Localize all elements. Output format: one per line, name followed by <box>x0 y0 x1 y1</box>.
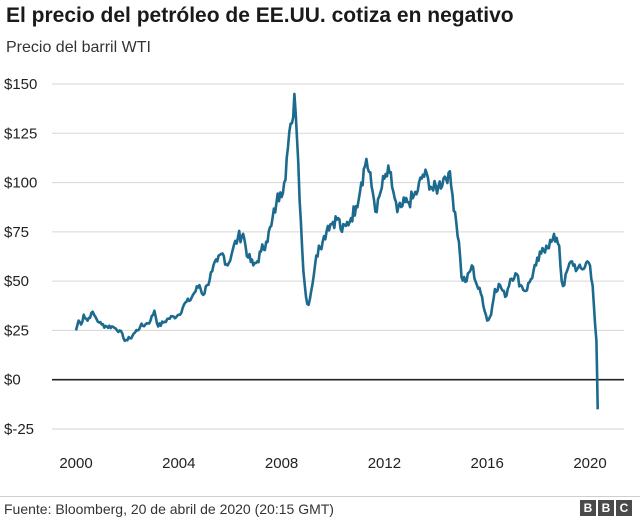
series-line-wti <box>74 92 599 410</box>
chart-title: El precio del petróleo de EE.UU. cotiza … <box>6 4 514 27</box>
x-axis-labels: 2000 2004 2008 2012 2016 2020 <box>59 455 606 472</box>
x-tick-label: 2008 <box>265 455 298 472</box>
y-tick-label: $25 <box>4 322 29 339</box>
y-axis-labels: $-25 $0 $25 $50 $75 $100 $125 $150 <box>4 76 37 438</box>
x-tick-label: 2012 <box>368 455 401 472</box>
x-tick-label: 2000 <box>59 455 92 472</box>
logo-letter-b2: B <box>598 500 614 516</box>
source-note: Fuente: Bloomberg, 20 de abril de 2020 (… <box>4 501 334 517</box>
line-chart: $-25 $0 $25 $50 $75 $100 $125 $150 2000 2004 2008… <box>4 76 624 472</box>
footer-divider <box>0 496 640 497</box>
y-tick-label: $150 <box>4 76 37 93</box>
y-tick-label: $0 <box>4 372 21 389</box>
bbc-logo: B B C <box>580 500 632 516</box>
x-tick-label: 2004 <box>162 455 195 472</box>
y-tick-label: $50 <box>4 273 29 290</box>
x-tick-label: 2016 <box>471 455 504 472</box>
y-tick-label: $-25 <box>4 421 34 438</box>
logo-letter-c: C <box>616 500 632 516</box>
series-layer <box>74 92 599 410</box>
y-tick-label: $125 <box>4 125 37 142</box>
logo-letter-b1: B <box>580 500 596 516</box>
chart-subtitle: Precio del barril WTI <box>6 39 151 56</box>
x-tick-label: 2020 <box>573 455 606 472</box>
grid-lines <box>52 83 624 430</box>
y-tick-label: $75 <box>4 224 29 241</box>
y-tick-label: $100 <box>4 175 37 192</box>
